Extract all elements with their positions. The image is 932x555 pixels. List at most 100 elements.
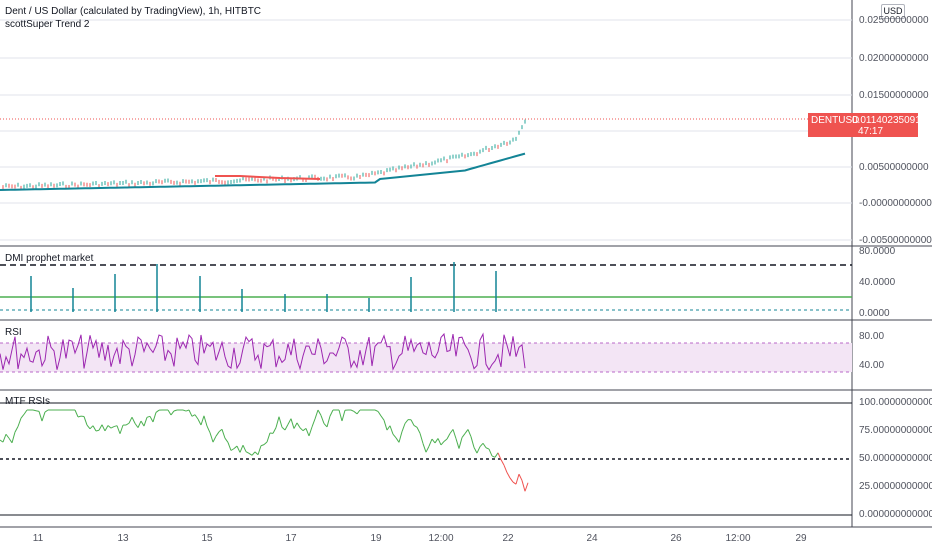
mtf-rsi-segment — [39, 411, 42, 421]
mtf-pane-title[interactable]: MTF RSIs — [5, 396, 50, 407]
mtf-rsi-segment — [198, 419, 201, 425]
mtf-rsi-segment — [111, 427, 114, 429]
mtf-axis-label: 0.0000000000000 — [859, 509, 932, 520]
mtf-rsi-segment — [78, 416, 81, 417]
mtf-rsi-segment — [222, 429, 225, 438]
mtf-rsi-segment — [522, 480, 525, 491]
mtf-rsi-segment — [444, 439, 447, 441]
mtf-rsi-segment — [99, 425, 102, 430]
mtf-rsi-segment — [267, 433, 270, 442]
mtf-rsi-segment — [450, 429, 453, 433]
mtf-rsi-segment — [375, 410, 378, 411]
rsi-axis-label: 80.00 — [859, 331, 884, 342]
chart-title: Dent / US Dollar (calculated by TradingV… — [5, 6, 261, 17]
mtf-rsi-segment — [279, 417, 282, 428]
supertrend-red-segment — [215, 176, 320, 179]
price-axis-label: 0.02500000000 — [859, 15, 929, 26]
mtf-rsi-segment — [447, 434, 450, 440]
mtf-rsi-segment — [255, 452, 258, 455]
mtf-rsi-segment — [285, 424, 288, 430]
mtf-rsi-segment — [129, 417, 132, 423]
mtf-rsi-segment — [42, 412, 45, 421]
mtf-rsi-segment — [195, 415, 198, 419]
mtf-rsi-segment — [90, 426, 93, 429]
mtf-rsi-segment — [144, 417, 147, 426]
mtf-rsi-segment — [189, 410, 192, 416]
rsi-pane-title[interactable]: RSI — [5, 327, 22, 338]
time-axis-label: 17 — [285, 533, 296, 544]
time-axis-label: 26 — [670, 533, 681, 544]
mtf-rsi-segment — [432, 439, 435, 443]
mtf-rsi-segment — [204, 416, 207, 426]
mtf-rsi-segment — [492, 456, 495, 457]
mtf-rsi-segment — [297, 423, 300, 428]
dmi-axis-label: 40.0000 — [859, 277, 895, 288]
indicator-name[interactable]: scottSuper Trend 2 — [5, 19, 90, 30]
rsi-axis-label: 40.00 — [859, 360, 884, 371]
mtf-rsi-segment — [21, 414, 24, 418]
dmi-pane-title[interactable]: DMI prophet market — [5, 253, 93, 264]
mtf-rsi-segment — [156, 410, 159, 412]
mtf-rsi-segment — [468, 429, 471, 436]
mtf-rsi-segment — [483, 443, 486, 447]
mtf-rsi-segment — [264, 442, 267, 445]
time-axis-label: 15 — [201, 533, 212, 544]
mtf-rsi-segment — [486, 448, 489, 449]
mtf-rsi-segment — [291, 419, 294, 429]
mtf-rsi-segment — [309, 427, 312, 436]
mtf-rsi-segment — [378, 411, 381, 416]
mtf-rsi-segment — [324, 424, 327, 427]
mtf-rsi-segment — [243, 445, 246, 452]
mtf-rsi-segment — [183, 410, 186, 411]
mtf-rsi-segment — [303, 428, 306, 430]
mtf-rsi-segment — [495, 453, 498, 458]
supertrend-line — [0, 154, 525, 190]
mtf-rsi-segment — [201, 416, 204, 425]
mtf-rsi-segment — [393, 434, 396, 438]
mtf-rsi-segment — [474, 447, 477, 453]
mtf-rsi-segment — [246, 452, 249, 454]
mtf-rsi-segment — [282, 427, 285, 430]
mtf-rsi-segment — [138, 421, 141, 428]
mtf-axis-label: 75.0000000000000 — [859, 425, 932, 436]
mtf-rsi-segment — [510, 478, 513, 482]
price-axis-label: 0.00500000000 — [859, 162, 929, 173]
mtf-rsi-segment — [135, 423, 138, 427]
mtf-rsi-segment — [276, 417, 279, 428]
mtf-rsi-segment — [459, 438, 462, 449]
mtf-rsi-segment — [381, 416, 384, 420]
mtf-rsi-segment — [417, 427, 420, 433]
mtf-rsi-segment — [213, 436, 216, 442]
mtf-rsi-segment — [15, 427, 18, 433]
mtf-rsi-segment — [435, 438, 438, 442]
mtf-rsi-segment — [342, 410, 345, 421]
mtf-rsi-segment — [399, 432, 402, 443]
rsi-pane — [0, 334, 852, 372]
time-axis-label: 19 — [370, 533, 381, 544]
mtf-rsi-segment — [315, 410, 318, 419]
price-axis-label: -0.00500000000 — [859, 235, 932, 246]
mtf-rsi-segment — [471, 437, 474, 448]
time-axis-label: 24 — [586, 533, 597, 544]
mtf-rsi-segment — [231, 449, 234, 451]
time-axis-label: 22 — [502, 533, 513, 544]
mtf-rsi-segment — [6, 434, 9, 438]
mtf-rsi-segment — [120, 425, 123, 434]
mtf-rsi-segment — [273, 428, 276, 434]
mtf-rsi-segment — [150, 416, 153, 422]
time-axis-label: 29 — [795, 533, 806, 544]
mtf-rsi-segment — [477, 447, 480, 453]
price-tag-value: 0.01140235091 — [852, 115, 921, 126]
mtf-rsi-segment — [396, 438, 399, 442]
mtf-rsi-segment — [327, 416, 330, 427]
mtf-rsi-segment — [489, 449, 492, 456]
mtf-rsi-segment — [414, 425, 417, 427]
mtf-rsi-segment — [225, 438, 228, 442]
mtf-rsi-segment — [354, 411, 357, 413]
time-axis-label: 12:00 — [725, 533, 750, 544]
mtf-rsi-segment — [507, 473, 510, 478]
mtf-rsi-segment — [234, 446, 237, 449]
mtf-rsi-segment — [249, 453, 252, 455]
